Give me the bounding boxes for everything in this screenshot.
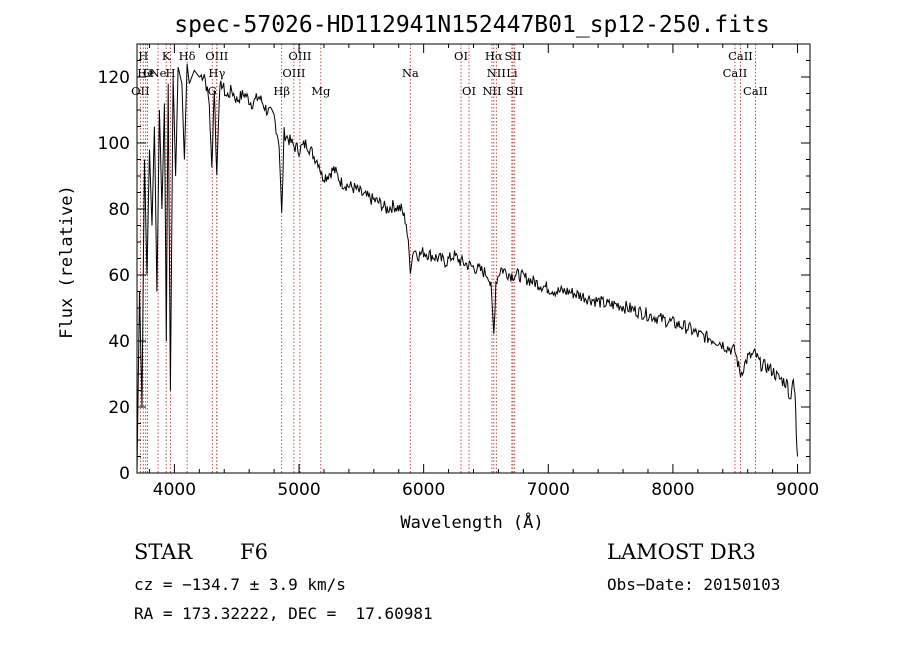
x-axis-label: Wavelength (Å) bbox=[400, 511, 543, 533]
y-axis-label: Flux (relative) bbox=[57, 185, 77, 339]
x-tick-label-1: 5000 bbox=[277, 480, 320, 500]
line-label-10: Hγ bbox=[208, 66, 225, 80]
line-label-12: OIII bbox=[282, 66, 305, 80]
plot-frame bbox=[136, 43, 811, 474]
ra-dec: RA = 173.32222, DEC = 17.60981 bbox=[134, 604, 433, 623]
spectrum-chart: spec-57026-HD112941N152447B01_sp12-250.f… bbox=[57, 12, 819, 533]
line-label-1: H bbox=[138, 49, 148, 63]
line-label-26: CaII bbox=[743, 84, 768, 98]
line-label-23: SII bbox=[506, 84, 523, 98]
redshift-cz: cz = −134.7 ± 3.9 km/s bbox=[134, 575, 346, 594]
y-tick-label-4: 80 bbox=[108, 200, 130, 220]
spectrum-series bbox=[136, 63, 798, 474]
line-label-19: Hα bbox=[485, 49, 503, 63]
line-label-4: Ne bbox=[150, 66, 167, 80]
line-label-16: OI bbox=[454, 49, 468, 63]
line-label-13: OIII bbox=[288, 49, 311, 63]
x-tick-label-5: 9000 bbox=[776, 480, 819, 500]
line-label-6: H bbox=[166, 66, 176, 80]
x-tick-label-3: 7000 bbox=[527, 480, 570, 500]
y-tick-label-1: 20 bbox=[108, 398, 130, 418]
line-label-0: OII bbox=[131, 84, 150, 98]
line-label-7: Hδ bbox=[179, 49, 196, 63]
line-label-20: NII bbox=[487, 66, 506, 80]
x-tick-label-0: 4000 bbox=[153, 480, 196, 500]
y-tick-label-6: 120 bbox=[98, 68, 130, 88]
line-label-17: OI bbox=[462, 84, 476, 98]
line-label-3: O bbox=[143, 66, 152, 80]
line-label-11: Hβ bbox=[273, 84, 290, 98]
y-tick-label-2: 40 bbox=[108, 332, 130, 352]
y-tick-label-5: 100 bbox=[98, 134, 130, 154]
spectrum-line bbox=[136, 63, 798, 474]
line-label-25: CaII bbox=[728, 49, 753, 63]
line-label-8: G bbox=[208, 84, 217, 98]
line-label-22: Li bbox=[506, 66, 518, 80]
line-label-24: CaII bbox=[723, 66, 748, 80]
y-tick-label-0: 0 bbox=[119, 464, 130, 484]
x-tick-label-2: 6000 bbox=[402, 480, 445, 500]
chart-title: spec-57026-HD112941N152447B01_sp12-250.f… bbox=[174, 12, 769, 38]
line-label-21: SII bbox=[505, 49, 522, 63]
y-tick-label-3: 60 bbox=[108, 266, 130, 286]
x-tick-label-4: 8000 bbox=[651, 480, 694, 500]
line-label-14: Mg bbox=[311, 84, 331, 98]
line-label-15: Na bbox=[402, 66, 419, 80]
survey-name: LAMOST DR3 bbox=[607, 540, 756, 564]
axis-ticks: 4000 5000 6000 7000 8000 9000 0 20 40 60 80 100 120 bbox=[98, 44, 819, 500]
line-label-5: K bbox=[162, 49, 171, 63]
line-label-18: NII bbox=[482, 84, 501, 98]
object-subclass: F6 bbox=[240, 540, 268, 564]
obs-date: Obs−Date: 20150103 bbox=[607, 575, 781, 594]
object-class: STAR bbox=[134, 540, 193, 564]
